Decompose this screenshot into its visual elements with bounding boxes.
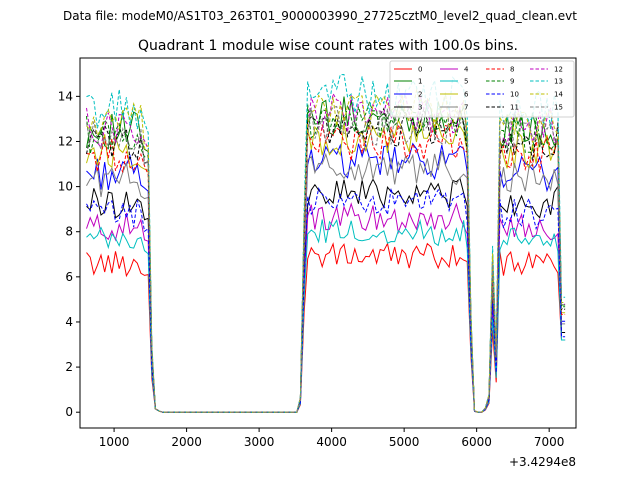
- y-axis: 0 2 4 6 8 10 12 14: [58, 89, 80, 419]
- legend-label: 4: [464, 66, 469, 74]
- y-tick-label: 6: [65, 270, 73, 284]
- legend-label: 7: [464, 104, 468, 112]
- legend-label: 9: [510, 78, 514, 86]
- x-tick-label: 2000: [171, 435, 202, 449]
- series-line-15: [86, 105, 566, 413]
- legend-label: 6: [464, 91, 469, 99]
- legend-label: 2: [418, 91, 422, 99]
- x-tick-label: 6000: [461, 435, 492, 449]
- legend-frame: [389, 60, 575, 118]
- legend-label: 10: [510, 91, 519, 99]
- legend-label: 3: [418, 104, 422, 112]
- series-lines: [86, 73, 566, 413]
- series-line-8: [86, 123, 566, 413]
- legend-label: 14: [554, 91, 563, 99]
- x-tick-label: 5000: [389, 435, 420, 449]
- y-tick-label: 4: [65, 315, 73, 329]
- x-tick-label: 7000: [534, 435, 565, 449]
- legend-label: 11: [510, 104, 519, 112]
- y-tick-label: 8: [65, 225, 73, 239]
- y-tick-label: 14: [58, 89, 73, 103]
- legend-label: 5: [464, 78, 468, 86]
- x-axis: 1000 2000 3000 4000 5000 6000 7000: [99, 428, 565, 449]
- legend-label: 1: [418, 78, 422, 86]
- figure-suptitle: Data file: modeM0/AS1T03_263T01_90000039…: [63, 9, 577, 23]
- series-line-10: [86, 187, 566, 413]
- legend-label: 12: [554, 66, 563, 74]
- y-tick-label: 0: [65, 405, 73, 419]
- x-tick-label: 4000: [316, 435, 347, 449]
- x-offset-text: +3.4294e8: [509, 455, 576, 469]
- y-tick-label: 2: [65, 360, 73, 374]
- legend-label: 8: [510, 66, 514, 74]
- legend-label: 15: [554, 104, 563, 112]
- y-tick-label: 12: [58, 134, 73, 148]
- x-tick-label: 1000: [99, 435, 130, 449]
- chart-title: Quadrant 1 module wise count rates with …: [138, 38, 518, 54]
- legend-label: 0: [418, 66, 422, 74]
- x-tick-label: 3000: [244, 435, 275, 449]
- legend-label: 13: [554, 78, 563, 86]
- series-line-13: [86, 73, 566, 413]
- y-tick-label: 10: [58, 180, 73, 194]
